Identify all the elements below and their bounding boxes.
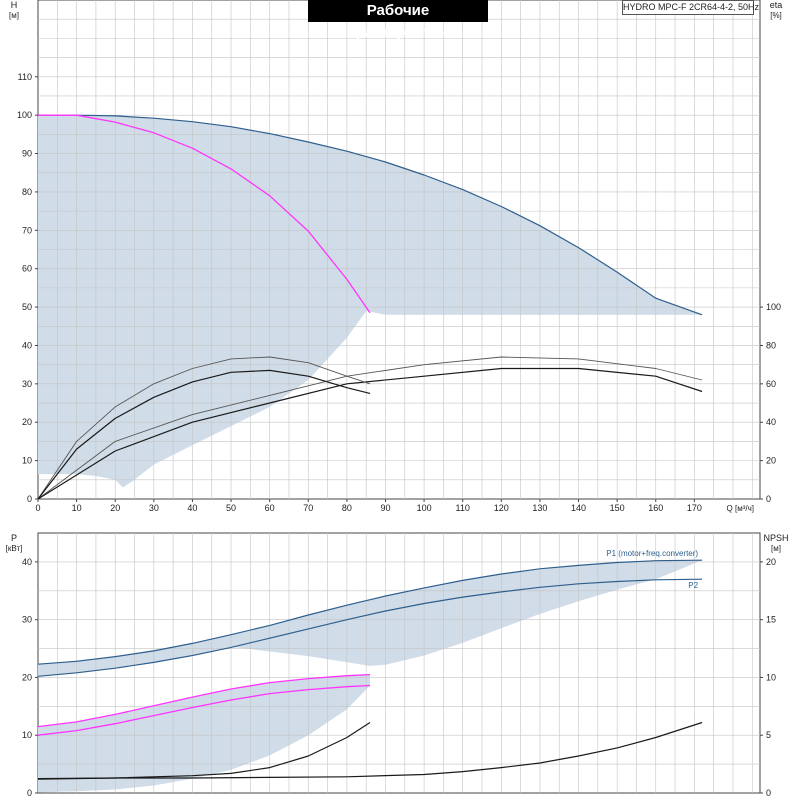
y-right-tick-label: 60 [766, 379, 776, 389]
x-tick-label: 20 [110, 503, 120, 513]
x-tick-label: 120 [494, 503, 509, 513]
series-line-eta1_pump [37, 369, 371, 500]
y-left-axis-unit: [кВт] [6, 544, 23, 553]
series-line-P2 [37, 578, 703, 677]
x-tick-label: 50 [226, 503, 236, 513]
series-label-P2: P2 [688, 581, 698, 590]
operating-range-area [38, 560, 703, 677]
series-line-P1 [37, 559, 703, 665]
y-left-tick-label: 0 [27, 494, 32, 504]
y-left-tick-label: 90 [22, 149, 32, 159]
y-right-tick-label: 100 [766, 302, 781, 312]
x-tick-label: 40 [187, 503, 197, 513]
y-right-tick-label: 15 [766, 615, 776, 625]
x-tick-label: 60 [265, 503, 275, 513]
y-left-tick-label: 30 [22, 615, 32, 625]
y-right-axis-unit: [%] [770, 11, 782, 20]
y-right-tick-label: 20 [766, 456, 776, 466]
series-line-h2 [38, 114, 703, 316]
y-right-tick-label: 5 [766, 730, 771, 740]
operating-range-area [38, 115, 703, 488]
y-right-tick-label: 80 [766, 340, 776, 350]
y-right-axis-title: NPSH [763, 533, 788, 543]
y-left-tick-label: 0 [27, 788, 32, 798]
y-right-tick-label: 10 [766, 672, 776, 682]
x-tick-label: 140 [571, 503, 586, 513]
x-tick-label: 150 [610, 503, 625, 513]
y-left-tick-label: 60 [22, 264, 32, 274]
y-left-tick-label: 10 [22, 456, 32, 466]
y-left-axis-unit: [м] [9, 11, 19, 20]
operating-range-area [38, 674, 370, 793]
y-right-tick-label: 40 [766, 417, 776, 427]
x-tick-label: 170 [687, 503, 702, 513]
series-label-P1: P1 (motor+freq.converter) [606, 549, 698, 558]
y-left-tick-label: 110 [18, 72, 32, 82]
y-left-tick-label: 50 [22, 302, 32, 312]
series-line-P1_1 [37, 673, 371, 728]
model-label: HYDRO MPC-F 2CR64-4-2, 50Hz [622, 0, 759, 15]
x-tick-label: 70 [303, 503, 313, 513]
x-axis-title: Q [м³/ч] [727, 504, 754, 513]
y-right-axis-title: eta [770, 0, 783, 10]
series-line-P2_1 [37, 684, 371, 736]
y-left-tick-label: 10 [22, 730, 32, 740]
y-left-tick-label: 20 [22, 417, 32, 427]
y-left-tick-label: 20 [22, 672, 32, 682]
x-tick-label: 10 [72, 503, 82, 513]
y-left-tick-label: 100 [17, 110, 32, 120]
y-right-tick-label: 20 [766, 557, 776, 567]
x-tick-label: 100 [417, 503, 432, 513]
y-left-axis-title: P [11, 533, 17, 543]
y-left-axis-title: H [11, 0, 18, 10]
y-left-tick-label: 40 [22, 340, 32, 350]
head-efficiency-panel: 0102030405060708090100110020406080100H[м… [9, 0, 782, 513]
x-tick-label: 0 [35, 503, 40, 513]
x-tick-label: 130 [532, 503, 547, 513]
y-right-tick-label: 0 [766, 788, 771, 798]
y-right-axis-unit: [м] [771, 544, 781, 553]
y-left-tick-label: 70 [22, 225, 32, 235]
series-line-eta2_sys [37, 356, 703, 500]
y-right-tick-label: 0 [766, 494, 771, 504]
series-line-eta1_sys [37, 356, 371, 500]
x-tick-label: 30 [149, 503, 159, 513]
x-tick-label: 160 [648, 503, 663, 513]
power-npsh-panel: 0 10 20 30 40 0 5 10 15 20 P[кВт] NPSH[м] P1 (motor+… [6, 532, 789, 798]
series-line-h1 [38, 114, 371, 314]
x-tick-label: 110 [456, 503, 470, 513]
chart-title: Рабочие характеристики [308, 0, 488, 41]
series-line-eta2_pump [37, 367, 703, 500]
y-left-tick-label: 30 [22, 379, 32, 389]
x-tick-label: 80 [342, 503, 352, 513]
series-line-npsh1 [37, 721, 371, 780]
series-line-npsh2 [37, 721, 703, 780]
x-tick-label: 90 [380, 503, 390, 513]
y-left-tick-label: 40 [22, 557, 32, 567]
y-left-tick-label: 80 [22, 187, 32, 197]
